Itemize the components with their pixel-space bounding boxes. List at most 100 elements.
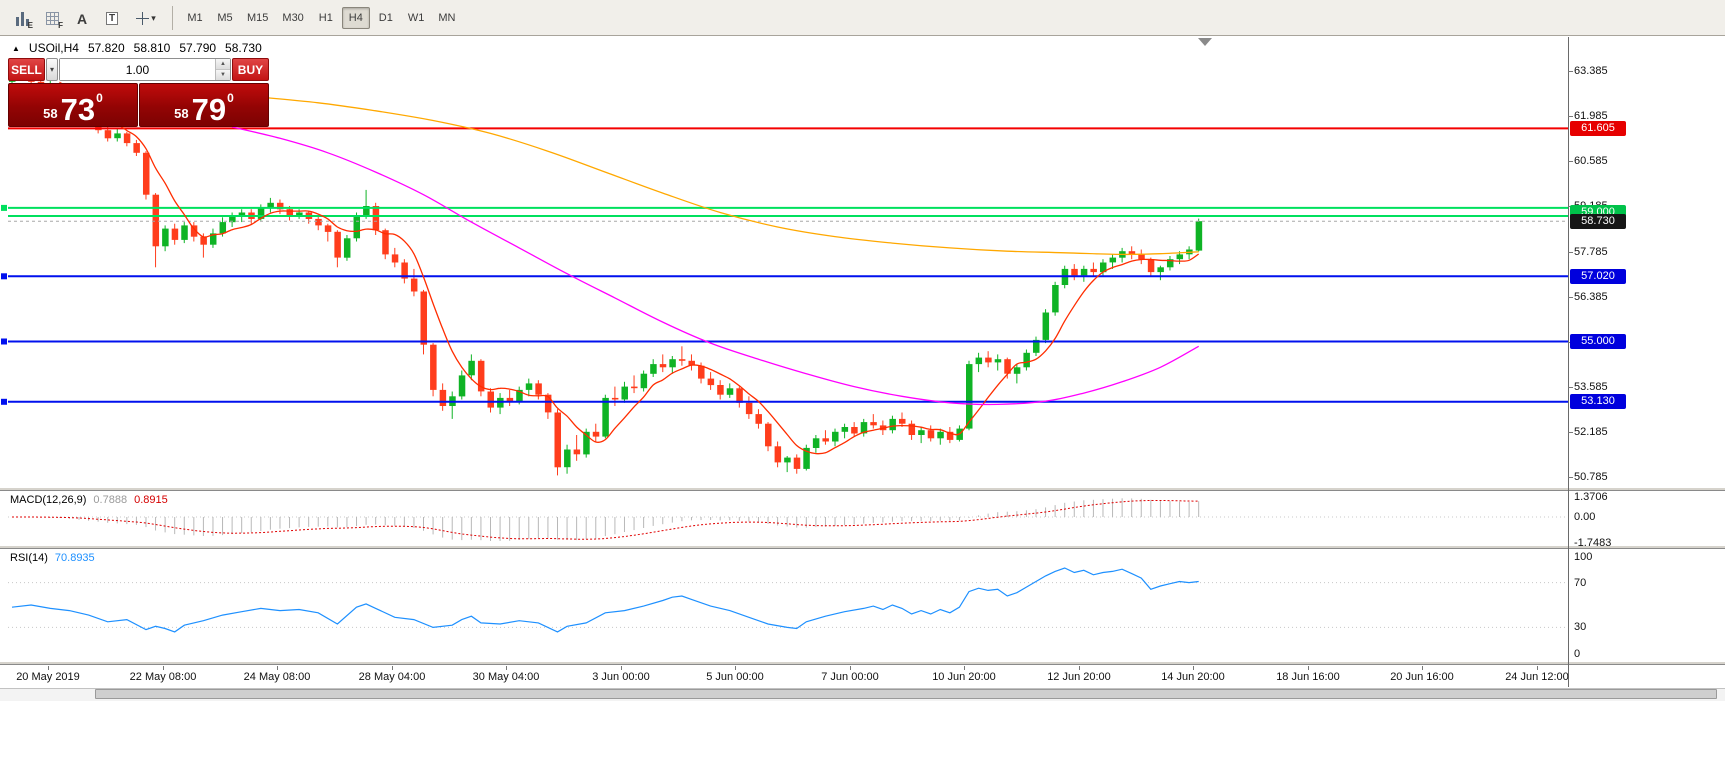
symbol-label: USOil,H4 [28,41,79,55]
price-chart[interactable] [0,37,1568,487]
candle-body [755,414,762,424]
candle-body [1004,359,1011,374]
macd-indicator-label: MACD(12,26,9) 0.7888 0.8915 [10,494,168,506]
price-axis-label: 57.785 [1574,246,1608,258]
bid-integer: 58 [43,106,58,121]
rsi-axis-label: 0 [1574,648,1581,660]
sell-price-button[interactable]: 58 73 0 [8,83,138,127]
text-box-glyph: T [105,11,119,25]
candle-body [870,422,877,426]
volume-increase-button[interactable]: ▲ [215,59,230,70]
candle-body [334,231,341,258]
timeframe-m5-button[interactable]: M5 [211,7,239,29]
macd-panel[interactable] [0,491,1568,545]
candle-body [1099,262,1107,273]
candle-body [707,378,715,386]
volume-decrease-button[interactable]: ▼ [215,70,230,80]
candle-body [219,222,227,234]
candle-body [592,431,600,437]
high-value: 58.810 [133,41,171,55]
rsi-axis-splitter[interactable] [0,661,1725,665]
candle-body [650,364,657,374]
time-axis-tick [392,666,393,670]
sell-button[interactable]: SELL [8,58,46,81]
candle-body [544,394,552,413]
buy-button[interactable]: BUY [231,58,269,81]
time-axis-label: 20 May 2019 [16,671,80,683]
time-axis-tick [1537,666,1538,670]
macd-rsi-splitter[interactable] [0,545,1725,549]
timeframe-h1-button[interactable]: H1 [312,7,340,29]
candle-body [918,430,925,435]
time-axis-label: 22 May 08:00 [129,671,197,683]
candle-body [573,449,581,455]
candle-body [889,418,896,431]
timeframe-m1-button[interactable]: M1 [181,7,209,29]
candle-body [506,397,514,402]
timeframe-h4-button[interactable]: H4 [341,6,370,29]
candle-body [994,359,1002,363]
price-badge: 58.730 [1570,214,1626,229]
candle-body [391,254,399,263]
candle-body [181,225,188,240]
label-a-icon[interactable]: A [68,5,96,31]
candle-body [276,202,284,210]
time-axis-label: 18 Jun 16:00 [1276,671,1340,683]
candle-body [525,383,533,390]
rsi-name: RSI(14) [10,552,48,564]
time-axis-label: 24 May 08:00 [243,671,311,683]
time-axis-label: 3 Jun 00:00 [592,671,650,683]
horizontal-scrollbar-thumb[interactable] [95,689,1717,699]
candle-body [1080,268,1088,276]
price-axis-tick [1568,387,1573,388]
candle-body [477,360,485,392]
bar-chart-e-icon[interactable]: E [8,5,36,31]
grid-f-icon[interactable]: F [38,5,66,31]
candle-body [1128,251,1136,255]
volume-dropdown-button[interactable]: ▾ [46,58,58,81]
candle-body [257,207,265,219]
rsi-panel[interactable] [0,549,1568,661]
timeframe-m30-button[interactable]: M30 [276,7,309,29]
candle-body [860,422,868,434]
candle-body [190,225,198,237]
candle-body [104,130,112,139]
buy-price-button[interactable]: 58 79 0 [139,83,269,127]
candle-body [1195,221,1203,251]
candle-body [123,133,131,144]
price-axis-label: 63.385 [1574,65,1608,77]
open-value: 57.820 [87,41,125,55]
icon-sub-label: E [27,20,33,30]
timeframe-d1-button[interactable]: D1 [372,7,400,29]
time-axis-tick [1079,666,1080,670]
moving-averages [59,82,1200,455]
crosshair-tool-icon[interactable]: ▾ [128,5,164,31]
ohlc-arrow-icon: ▲ [12,43,20,53]
candle-body [1138,254,1145,260]
ma-slow-orange [251,95,1199,256]
candle-body [382,230,389,255]
timeframe-m15-button[interactable]: M15 [241,7,274,29]
candle-body [372,206,380,231]
timeframe-mn-button[interactable]: MN [432,7,461,29]
candle-body [564,449,571,468]
bar-chart-glyph [15,11,29,26]
candle-body [343,238,351,258]
candle-body [631,386,638,389]
price-axis-label: 53.585 [1574,381,1608,393]
rsi-line [11,567,1199,633]
text-tool-icon[interactable]: T [98,5,126,31]
candle-body [937,431,944,439]
horizontal-lines[interactable] [1,127,1568,405]
time-axis-tick [1193,666,1194,670]
timeframe-w1-button[interactable]: W1 [402,7,431,29]
chart-macd-splitter[interactable] [0,487,1725,491]
candle-body [209,233,217,245]
volume-input[interactable] [59,59,215,80]
low-value: 57.790 [179,41,217,55]
candle-body [286,209,294,216]
candle-body [554,412,561,468]
time-axis-tick [621,666,622,670]
candle-body [688,360,695,366]
candle-body [439,389,447,406]
